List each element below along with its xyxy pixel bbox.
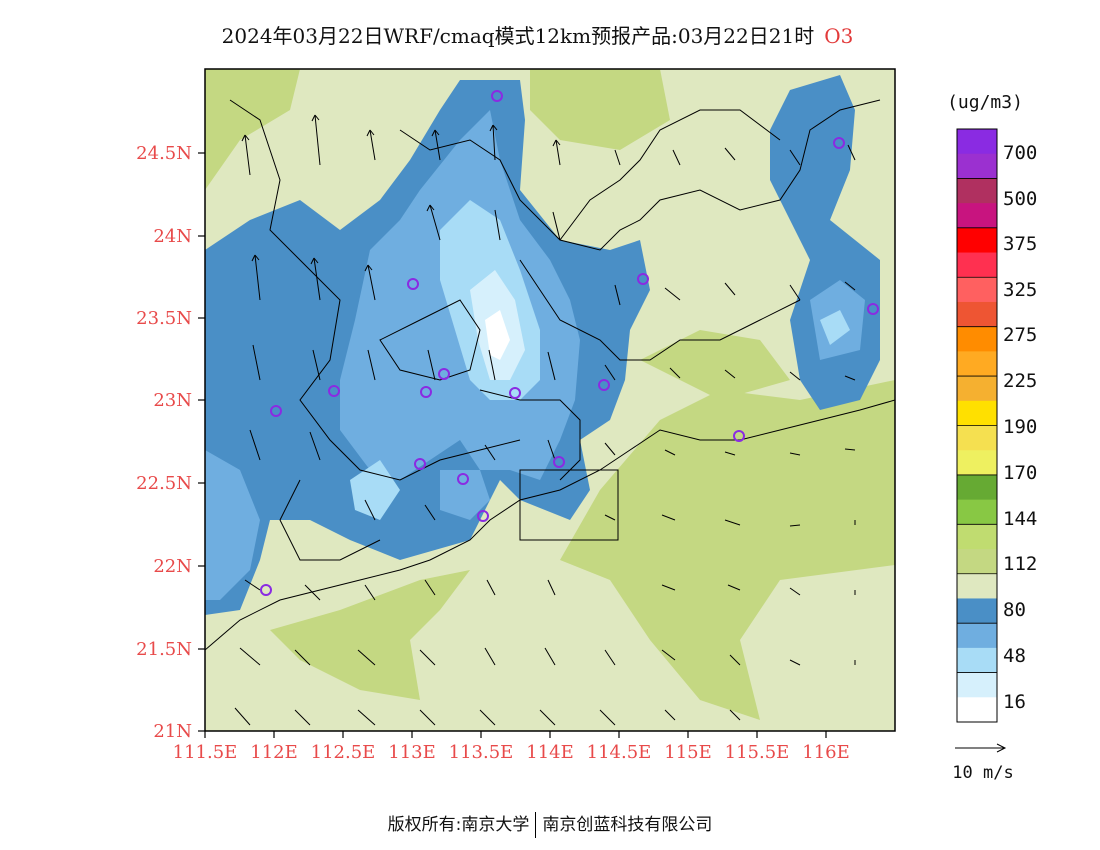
- legend-swatch: [957, 672, 997, 698]
- lon-label: 116E: [802, 742, 850, 763]
- lon-label: 114E: [526, 742, 574, 763]
- boundaries: [205, 99, 895, 651]
- wind-ref-label: 10 m/s: [952, 763, 1013, 783]
- legend-swatch: [957, 425, 997, 451]
- wind-reference: 10 m/s: [952, 743, 1014, 783]
- lat-label: 23N: [153, 390, 192, 411]
- species-label: O3: [824, 24, 854, 48]
- legend-swatch: [957, 623, 997, 649]
- legend-label: 170: [1003, 462, 1037, 484]
- legend-swatch: [957, 598, 997, 624]
- legend-swatch: [957, 499, 997, 525]
- legend-swatch: [957, 474, 997, 501]
- legend-swatch: [957, 227, 997, 254]
- footer-left: 版权所有:南京大学: [387, 815, 530, 835]
- legend-label: 500: [1003, 188, 1037, 210]
- legend-swatch: [957, 326, 997, 352]
- lon-label: 115E: [664, 742, 712, 763]
- lon-label: 114.5E: [587, 742, 652, 763]
- legend-swatch: [957, 376, 997, 402]
- lat-labels: 24.5N 24N 23.5N 23N 22.5N 22N 21.5N 21N: [136, 143, 192, 742]
- legend-label: 325: [1003, 279, 1037, 301]
- legend-label: 190: [1003, 416, 1037, 438]
- lon-labels: 111.5E 112E 112.5E 113E 113.5E 114E 114.…: [173, 742, 850, 763]
- legend-swatch: [957, 697, 997, 723]
- legend-label: 275: [1003, 324, 1037, 346]
- legend-labels: 700 500 375 325 275 225 190 170 144 112 …: [1003, 142, 1037, 713]
- lon-label: 113.5E: [449, 742, 514, 763]
- lat-label: 21.5N: [136, 639, 192, 660]
- legend-swatch: [957, 573, 997, 599]
- station-markers: [260, 90, 879, 596]
- lon-label: 112E: [250, 742, 298, 763]
- wind-vectors: [234, 114, 856, 726]
- legend-label: 225: [1003, 370, 1037, 392]
- legend-label: 112: [1003, 553, 1037, 575]
- lat-label: 23.5N: [136, 308, 192, 329]
- legend-swatch: [957, 351, 997, 377]
- lon-label: 112.5E: [311, 742, 376, 763]
- legend-swatch: [957, 647, 997, 674]
- lat-label: 24.5N: [136, 143, 192, 164]
- legend-swatch: [957, 277, 997, 303]
- legend-label: 700: [1003, 142, 1037, 164]
- legend-label: 144: [1003, 508, 1037, 530]
- lat-label: 21N: [153, 721, 192, 742]
- map-title: 2024年03月22日WRF/cmaq模式12km预报产品:03月22日21时 O…: [0, 20, 1075, 49]
- legend-swatch: [957, 400, 997, 426]
- color-legend: [956, 128, 998, 723]
- footer-right: 南京创蓝科技有限公司: [542, 815, 713, 835]
- lon-label: 113E: [388, 742, 436, 763]
- lon-label: 111.5E: [173, 742, 238, 763]
- legend-label: 16: [1003, 691, 1026, 713]
- legend-swatch: [957, 153, 997, 179]
- lon-label: 115.5E: [725, 742, 790, 763]
- legend-swatch: [957, 178, 997, 204]
- concentration-field: [205, 69, 895, 731]
- legend-swatch: [957, 203, 997, 229]
- legend-swatch: [957, 549, 997, 575]
- lat-label: 22.5N: [136, 473, 192, 494]
- legend-label: 48: [1003, 645, 1026, 667]
- copyright-footer: 版权所有:南京大学 南京创蓝科技有限公司: [0, 810, 1100, 838]
- legend-swatch: [957, 524, 997, 550]
- legend-label: 375: [1003, 233, 1037, 255]
- legend-swatch: [957, 129, 997, 155]
- title-text: 2024年03月22日WRF/cmaq模式12km预报产品:03月22日21时: [221, 24, 815, 48]
- legend-unit: (ug/m3): [947, 92, 1023, 113]
- legend-swatch: [957, 301, 997, 328]
- footer-separator: [535, 812, 537, 838]
- lat-label: 24N: [153, 226, 192, 247]
- legend-label: 80: [1003, 599, 1026, 621]
- legend-swatch: [957, 252, 997, 278]
- legend-swatch: [957, 450, 997, 476]
- lat-label: 22N: [153, 556, 192, 577]
